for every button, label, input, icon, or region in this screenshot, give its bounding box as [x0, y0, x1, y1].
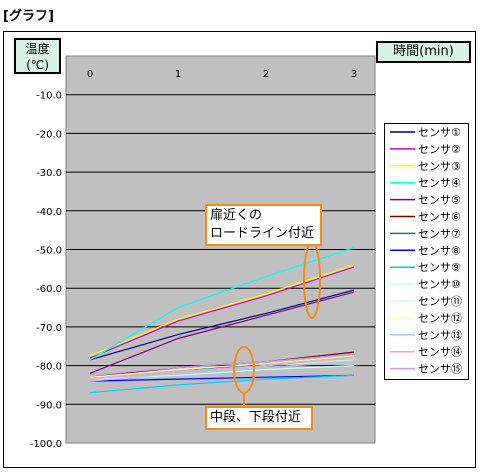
legend-label-2: センサ② [418, 143, 461, 156]
series-line-5 [89, 291, 355, 374]
y-tick-label: -40.0 [36, 207, 62, 218]
y-tick-label: -60.0 [36, 284, 62, 295]
legend-label-6: センサ⑥ [418, 211, 461, 224]
series-line-13 [89, 361, 355, 382]
y-tick-label: -50.0 [36, 246, 62, 257]
annotation-middle-line-1: 中段、下段付近 [210, 410, 302, 425]
legend-label-4: センサ④ [418, 177, 461, 190]
y-tick-label: -20.0 [36, 129, 62, 140]
y-tick-label: -10.0 [36, 91, 62, 102]
annotation-door-line-2: ロードライン付近 [210, 226, 315, 241]
y-tick-label: -90.0 [36, 400, 62, 411]
annotation-middle-lower: 中段、下段付近 [205, 406, 313, 430]
legend-label-9: センサ⑨ [418, 261, 461, 274]
series-line-8 [89, 374, 355, 382]
series-line-12 [89, 355, 355, 378]
legend-label-1: センサ① [418, 126, 461, 139]
legend: センサ① センサ② センサ③ センサ④ センサ⑤ センサ⑥ センサ⑦ センサ⑧ センサ⑨ センサ⑩… [384, 123, 469, 380]
x-axis-unit-label: 時間(min) [376, 41, 471, 63]
y-axis-unit-label: 温度 (℃) [14, 38, 61, 74]
series-line-2 [89, 266, 355, 359]
legend-label-5: センサ⑤ [418, 194, 461, 207]
legend-label-10: センサ⑩ [418, 278, 461, 291]
x-tick-label: 0 [87, 69, 93, 80]
x-tick-label: 3 [351, 69, 357, 80]
y-tick-label: -100.0 [30, 439, 62, 450]
series-line-9 [89, 374, 355, 394]
legend-label-7: センサ⑦ [418, 227, 461, 240]
annotation-door-loadline: 扉近くの ロードライン付近 [205, 204, 322, 246]
legend-label-14: センサ⑭ [418, 346, 462, 359]
legend-label-15: センサ⑮ [418, 363, 462, 376]
x-tick-label: 1 [175, 69, 181, 80]
y-tick-label: -80.0 [36, 362, 62, 373]
page-heading: [グラフ] [3, 9, 54, 24]
series-line-14 [89, 357, 355, 380]
series-line-4 [89, 247, 355, 361]
legend-label-11: センサ⑪ [418, 295, 462, 308]
series-line-15 [89, 353, 355, 376]
y-axis-unit-line-1: 温度 [25, 42, 50, 56]
annotation-door-line-1: 扉近くの [210, 208, 263, 223]
legend-label-13: センサ⑬ [418, 329, 462, 342]
legend-label-12: センサ⑫ [418, 312, 462, 325]
y-axis-unit-line-2: (℃) [26, 58, 49, 72]
legend-label-8: センサ⑧ [418, 244, 461, 257]
x-tick-label: 2 [263, 69, 269, 80]
y-tick-label: -30.0 [36, 168, 62, 179]
series-line-1 [89, 289, 355, 361]
legend-label-3: センサ③ [418, 160, 461, 173]
y-tick-label: -70.0 [36, 323, 62, 334]
series-line-3 [89, 264, 355, 357]
